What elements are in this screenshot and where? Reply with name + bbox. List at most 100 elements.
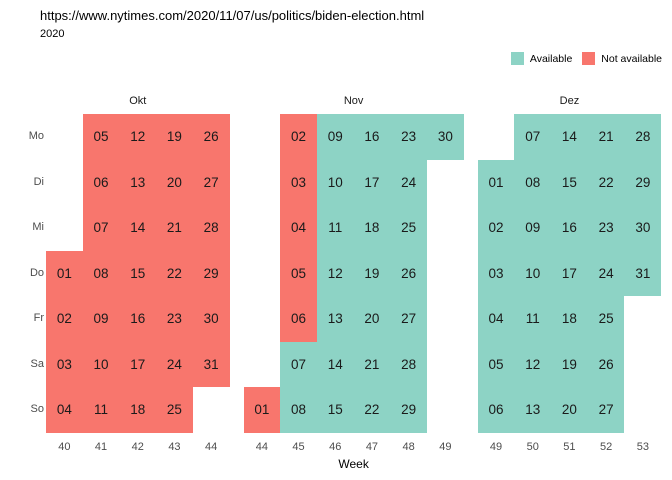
day-cell: 09	[82, 296, 120, 342]
legend-item: Available	[510, 52, 573, 65]
day-cell: 09	[514, 205, 552, 251]
day-cell: 18	[353, 205, 391, 251]
month-panel-okt: 01 02 03 04 05 06 07 08 09 10 11 12 13 14 15 16 17 18 19 20…	[46, 114, 230, 433]
day-cell: 11	[316, 205, 354, 251]
day-cell: 02	[46, 296, 83, 342]
day-cell: 17	[353, 159, 391, 205]
week-label: 52	[600, 441, 613, 453]
day-cell: 10	[316, 159, 354, 205]
day-cell: 25	[156, 387, 193, 433]
day-cell: 30	[624, 205, 662, 251]
day-cell: 16	[119, 296, 157, 342]
week-label: 44	[205, 441, 218, 453]
day-cell: 12	[119, 114, 157, 160]
week-label: 40	[58, 441, 71, 453]
day-cell: 12	[316, 250, 354, 296]
day-cell: 19	[156, 114, 193, 160]
week-label: 51	[563, 441, 576, 453]
day-label-fr: Fr	[33, 312, 44, 324]
week-label: 50	[526, 441, 539, 453]
chart-subtitle: 2020	[40, 28, 65, 40]
day-label-do: Do	[29, 266, 44, 279]
month-label-dez: Dez	[559, 95, 580, 107]
week-label: 42	[131, 441, 144, 453]
day-cell: 25	[390, 205, 427, 251]
day-cell: 31	[192, 341, 230, 387]
day-cell: 01	[243, 387, 281, 433]
week-label: 45	[292, 441, 305, 453]
day-cell: 02	[280, 114, 317, 160]
week-label: 47	[365, 441, 379, 453]
day-cell: 07	[82, 205, 120, 251]
day-cell: 22	[587, 159, 625, 205]
day-cell: 23	[156, 296, 193, 342]
legend-label: Available	[529, 52, 573, 65]
week-label: 49	[489, 441, 503, 453]
day-cell: 04	[280, 205, 317, 251]
day-cell: 24	[156, 341, 193, 387]
day-cell: 13	[316, 296, 354, 342]
day-cell: 06	[280, 296, 317, 342]
day-cell: 27	[390, 296, 427, 342]
week-label: 48	[402, 441, 415, 453]
day-cell: 28	[390, 341, 427, 387]
day-cell: 11	[82, 387, 120, 433]
day-cell: 16	[551, 205, 588, 251]
day-cell: 25	[587, 296, 625, 342]
day-cell: 27	[587, 387, 625, 433]
day-cell: 26	[192, 114, 230, 160]
day-cell: 21	[156, 205, 193, 251]
day-cell: 01	[46, 250, 83, 296]
day-label-sa: Sa	[30, 357, 44, 370]
day-cell: 26	[587, 341, 625, 387]
day-cell: 10	[514, 250, 552, 296]
day-label-mo: Mo	[28, 130, 44, 142]
day-cell: 30	[192, 296, 230, 342]
day-cell: 04	[477, 296, 515, 342]
day-cell: 17	[551, 250, 588, 296]
day-cell: 24	[390, 159, 427, 205]
day-cell: 13	[119, 159, 157, 205]
day-cell: 29	[192, 250, 230, 296]
day-cell: 20	[551, 387, 588, 433]
day-cell: 29	[624, 159, 662, 205]
month-panel-dez: 01 02 03 04 05 06 07 08 09 10 11 12 13 14 15 16 17 18 19 20…	[477, 114, 662, 433]
day-cell: 21	[353, 341, 391, 387]
day-cell: 21	[587, 114, 625, 160]
day-cell: 22	[156, 250, 193, 296]
day-cell: 02	[477, 205, 515, 251]
week-label: 49	[439, 441, 452, 453]
day-cell: 19	[353, 250, 391, 296]
day-cell: 15	[316, 387, 354, 433]
day-cell: 31	[624, 250, 662, 296]
day-cell: 10	[82, 341, 120, 387]
day-cell: 08	[280, 387, 317, 433]
day-cell: 03	[477, 250, 515, 296]
x-axis-title: Week	[338, 457, 369, 471]
day-cell: 23	[390, 114, 427, 160]
legend-swatch-N	[582, 52, 596, 65]
day-cell: 22	[353, 387, 391, 433]
day-cell: 26	[390, 250, 427, 296]
day-label-so: So	[30, 403, 44, 415]
day-cell: 04	[46, 387, 83, 433]
legend-item: Not available	[582, 52, 662, 65]
chart-title: https://www.nytimes.com/2020/11/07/us/po…	[40, 8, 425, 23]
legend-label: Not available	[601, 52, 662, 65]
day-cell: 23	[587, 205, 625, 251]
day-cell: 20	[353, 296, 391, 342]
day-cell: 08	[514, 159, 552, 205]
day-cell: 20	[156, 159, 193, 205]
day-cell: 09	[316, 114, 354, 160]
day-of-week-axis: Mo Di Mi Do Fr Sa So	[0, 114, 44, 433]
day-cell: 24	[587, 250, 625, 296]
day-cell: 28	[624, 114, 662, 160]
day-cell: 03	[280, 159, 317, 205]
day-label-di: Di	[33, 175, 44, 188]
day-cell: 17	[119, 341, 157, 387]
day-cell: 03	[46, 341, 83, 387]
day-cell: 07	[280, 341, 317, 387]
day-cell: 30	[426, 114, 464, 160]
week-label: 53	[636, 441, 649, 453]
